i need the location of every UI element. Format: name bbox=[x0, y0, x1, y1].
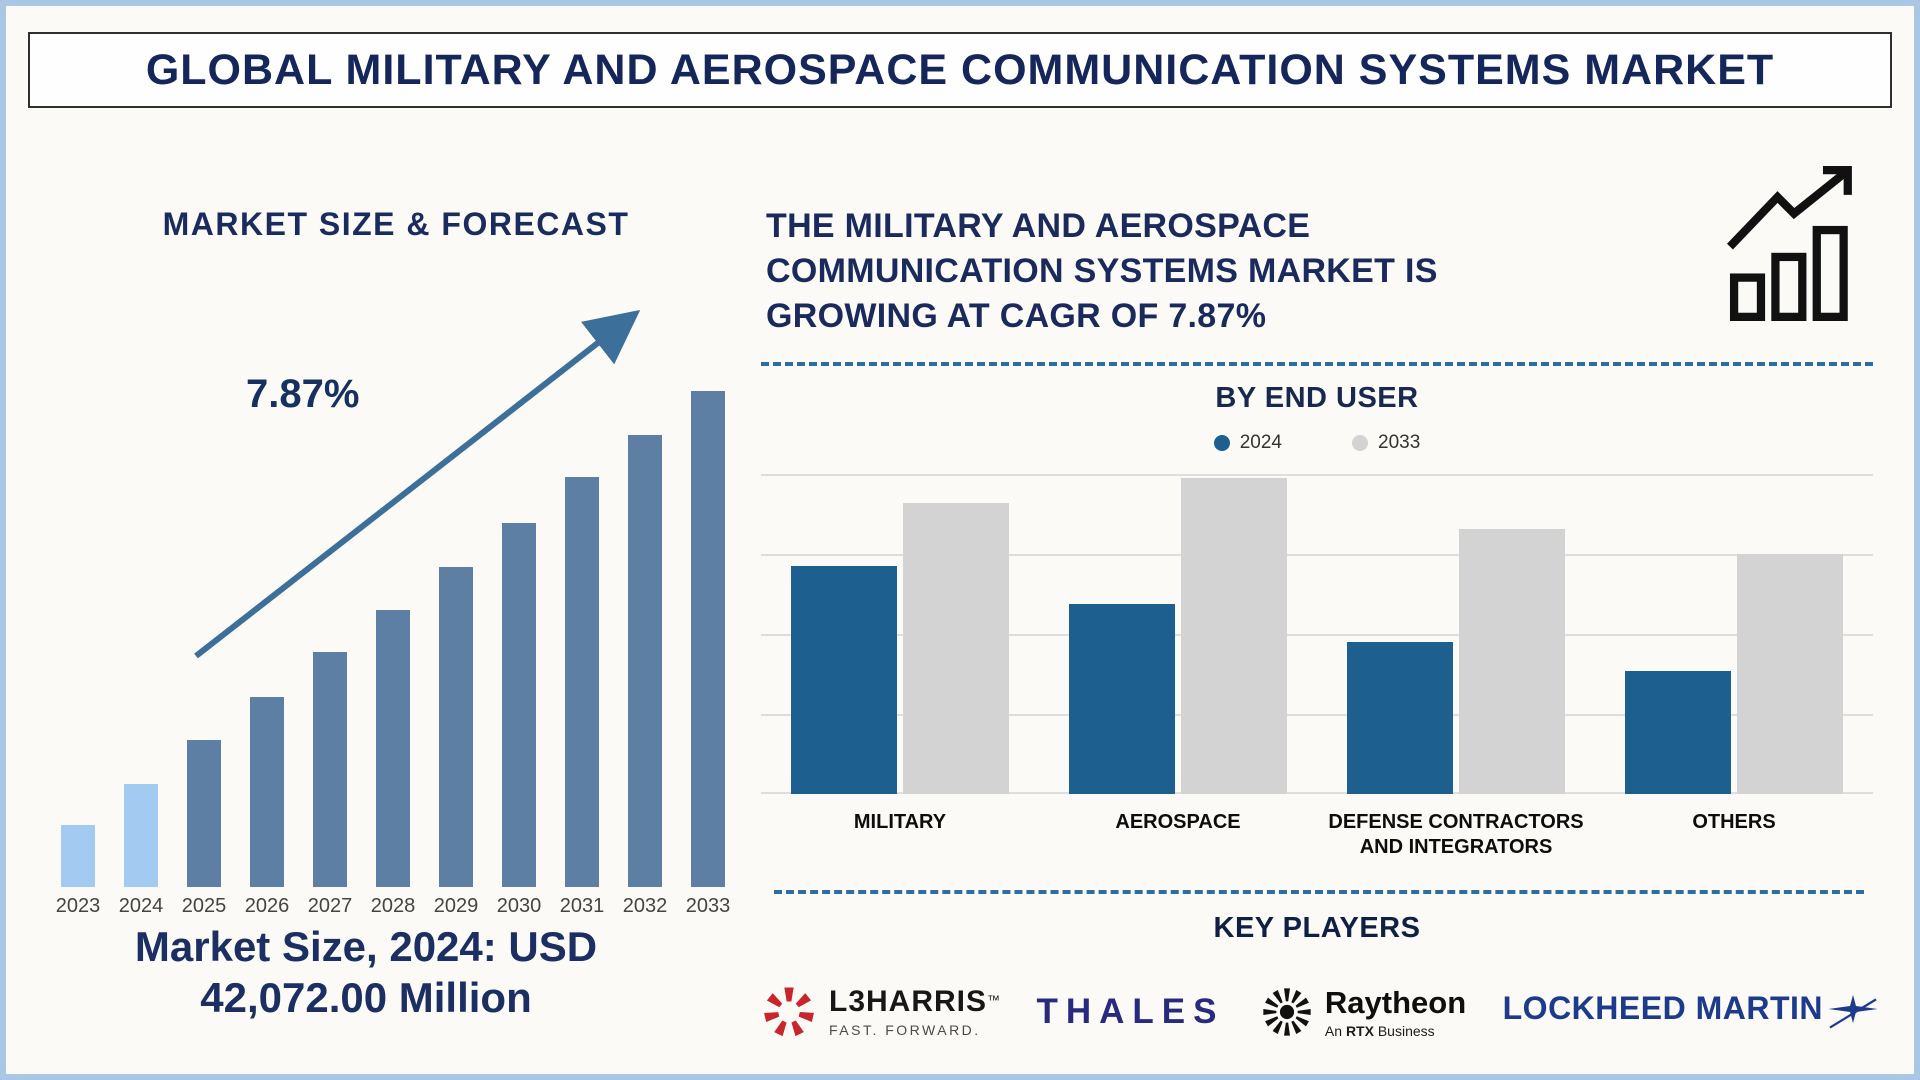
enduser-groups: MILITARY AEROSPACE DEFENSE CONTRACTORS AND… bbox=[761, 474, 1873, 860]
bar-2033 bbox=[1737, 554, 1843, 794]
enduser-category-label: AEROSPACE bbox=[1115, 811, 1241, 833]
gridline bbox=[761, 634, 1873, 636]
lockheed-wordmark: LOCKHEED MARTIN bbox=[1502, 989, 1823, 1026]
enduser-bar-pair bbox=[791, 474, 1009, 794]
forecast-bar-column: 2026 bbox=[245, 388, 289, 918]
forecast-bar-2028 bbox=[376, 610, 410, 887]
legend-item-2033: 2033 bbox=[1352, 432, 1420, 454]
thales-wordmark: THALES bbox=[1036, 991, 1225, 1031]
growth-headline: THE MILITARY AND AEROSPACE COMMUNICATION… bbox=[766, 207, 1438, 335]
year-label: 2033 bbox=[685, 895, 731, 917]
year-label: 2024 bbox=[118, 895, 164, 917]
forecast-bar-2024 bbox=[124, 784, 158, 887]
forecast-bar-column: 2033 bbox=[686, 388, 730, 918]
l3harris-tagline: FAST. FORWARD. bbox=[829, 1022, 981, 1038]
forecast-bar-2027 bbox=[313, 652, 347, 887]
growth-chart-icon bbox=[1726, 166, 1852, 321]
bar-2033 bbox=[903, 503, 1009, 794]
enduser-group: AEROSPACE bbox=[1039, 474, 1317, 860]
enduser-bar-pair bbox=[1625, 474, 1843, 794]
forecast-bar-2032 bbox=[628, 435, 662, 887]
legend-label-2024: 2024 bbox=[1239, 432, 1282, 453]
page-title: GLOBAL MILITARY AND AEROSPACE COMMUNICAT… bbox=[145, 45, 1775, 94]
market-size-caption: Market Size, 2024: USD 42,072.00 Million bbox=[134, 923, 598, 1022]
year-label: 2026 bbox=[244, 895, 290, 917]
year-label: 2032 bbox=[622, 895, 668, 917]
gridlines bbox=[761, 474, 1873, 794]
forecast-bar-column: 2031 bbox=[560, 388, 604, 918]
bar-2024 bbox=[1625, 671, 1731, 794]
legend-label-2033: 2033 bbox=[1378, 432, 1421, 453]
enduser-bar-pair bbox=[1069, 474, 1287, 794]
forecast-chart-title: MARKET SIZE & FORECAST bbox=[162, 206, 630, 242]
raytheon-wordmark: Raytheon bbox=[1324, 984, 1467, 1020]
year-label: 2027 bbox=[307, 895, 353, 917]
l3harris-tm: ™ bbox=[987, 992, 1001, 1008]
logo-thales: THALES bbox=[1036, 992, 1224, 1032]
trend-arrow-icon bbox=[194, 309, 641, 659]
chart-legend: 2024 2033 bbox=[761, 432, 1873, 454]
logo-lockheed-martin: LOCKHEED MARTIN bbox=[1503, 990, 1879, 1034]
cagr-annotation: 7.87% bbox=[246, 372, 360, 416]
forecast-bar-column: 2029 bbox=[434, 388, 478, 918]
year-label: 2029 bbox=[433, 895, 479, 917]
year-label: 2023 bbox=[55, 895, 101, 917]
year-label: 2025 bbox=[181, 895, 227, 917]
enduser-group: DEFENSE CONTRACTORS AND INTEGRATORS bbox=[1317, 474, 1595, 860]
forecast-bar-chart: 2023 2024 2025 2026 2027 2028 2029 2030 2031 2032… bbox=[56, 388, 751, 918]
page-title-box: GLOBAL MILITARY AND AEROSPACE COMMUNICAT… bbox=[28, 32, 1892, 108]
bar-2024 bbox=[791, 566, 897, 794]
raytheon-subtext: An RTX Business bbox=[1324, 1022, 1435, 1039]
key-players-title: KEY PLAYERS bbox=[1213, 912, 1421, 944]
enduser-bar-pair bbox=[1347, 474, 1565, 794]
dashed-divider bbox=[774, 890, 1864, 894]
logo-l3harris: L3HARRIS™ FAST. FORWARD. bbox=[761, 984, 1000, 1040]
bar-2033 bbox=[1459, 529, 1565, 794]
enduser-category-label: DEFENSE CONTRACTORS AND INTEGRATORS bbox=[1328, 811, 1584, 858]
lockheed-star-icon bbox=[1828, 994, 1878, 1029]
forecast-bar-2026 bbox=[250, 697, 284, 887]
l3harris-icon bbox=[764, 987, 814, 1036]
forecast-bar-column: 2032 bbox=[623, 388, 667, 918]
l3harris-wordmark: L3HARRIS bbox=[829, 985, 988, 1018]
forecast-bar-2030 bbox=[502, 523, 536, 887]
enduser-bar-chart: MILITARY AEROSPACE DEFENSE CONTRACTORS AND… bbox=[761, 474, 1873, 860]
forecast-bar-column: 2025 bbox=[182, 388, 226, 918]
gridline bbox=[761, 792, 1873, 794]
forecast-bar-column: 2024 bbox=[119, 388, 163, 918]
year-label: 2030 bbox=[496, 895, 542, 917]
enduser-group: MILITARY bbox=[761, 474, 1039, 860]
enduser-section-title: BY END USER bbox=[1215, 382, 1419, 414]
enduser-category-label: OTHERS bbox=[1692, 811, 1776, 833]
forecast-bar-column: 2027 bbox=[308, 388, 352, 918]
legend-dot-2033 bbox=[1352, 435, 1368, 451]
dashed-divider bbox=[761, 362, 1873, 366]
bar-2024 bbox=[1069, 604, 1175, 794]
raytheon-icon bbox=[1263, 987, 1311, 1036]
gridline bbox=[761, 554, 1873, 556]
forecast-bar-column: 2023 bbox=[56, 388, 100, 918]
enduser-group: OTHERS bbox=[1595, 474, 1873, 860]
logo-raytheon: Raytheon An RTX Business bbox=[1261, 985, 1466, 1039]
forecast-bar-column: 2028 bbox=[371, 388, 415, 918]
year-label: 2031 bbox=[559, 895, 605, 917]
bar-2024 bbox=[1347, 642, 1453, 794]
forecast-bar-2023 bbox=[61, 825, 95, 887]
legend-dot-2024 bbox=[1213, 435, 1230, 451]
forecast-bar-2029 bbox=[439, 567, 473, 887]
key-players-logos: L3HARRIS™ FAST. FORWARD. THALES bbox=[761, 964, 1879, 1059]
gridline bbox=[761, 474, 1873, 476]
forecast-bar-2031 bbox=[565, 477, 599, 887]
bar-2033 bbox=[1181, 478, 1287, 794]
year-label: 2028 bbox=[370, 895, 416, 917]
enduser-category-label: MILITARY bbox=[853, 811, 947, 833]
forecast-bar-column: 2030 bbox=[497, 388, 541, 918]
gridline bbox=[761, 714, 1873, 716]
forecast-bar-2025 bbox=[187, 740, 221, 887]
forecast-bar-2033 bbox=[691, 391, 725, 887]
legend-item-2024: 2024 bbox=[1213, 432, 1282, 454]
